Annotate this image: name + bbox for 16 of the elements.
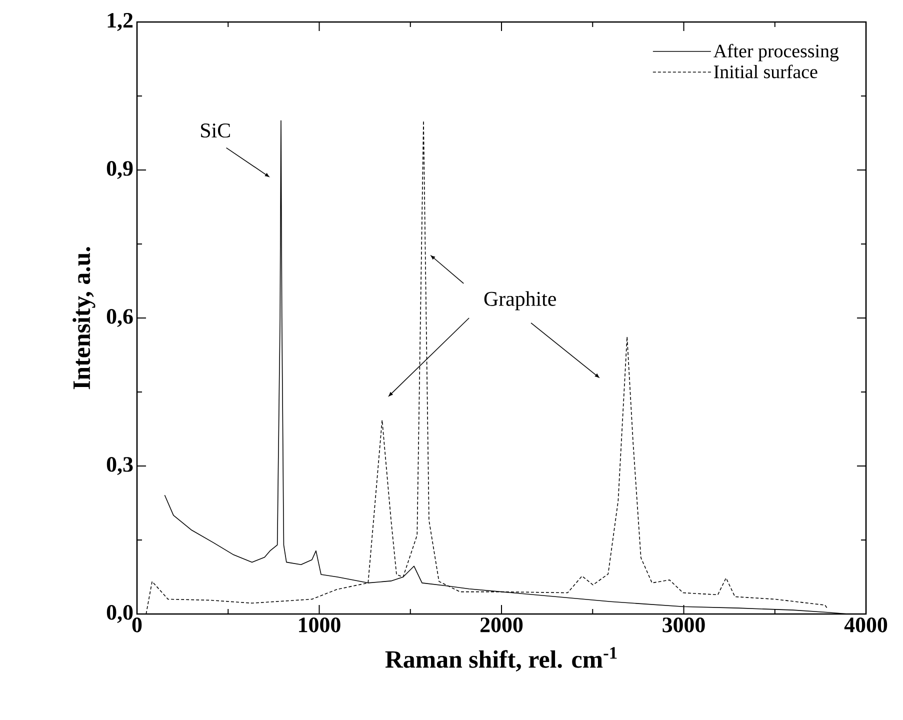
x-axis-title: Raman shift, rel. cm$^{-1}$ <box>385 647 617 672</box>
x-tick-label: 0 <box>132 618 142 632</box>
y-tick-label: 1,2 <box>108 13 133 31</box>
y-tick-label: 0,6 <box>106 309 133 327</box>
y-tick-label: 0,3 <box>106 457 133 475</box>
annotation: SiC <box>201 123 230 138</box>
y-tick-label: 0,9 <box>106 161 133 179</box>
x-tick-label: 4000 <box>844 618 888 632</box>
x-tick-label: 1000 <box>299 618 340 632</box>
y-axis-title: Intensity, a.u. <box>72 247 96 390</box>
x-tick-label: 2000 <box>480 618 523 632</box>
y-tick-label: 0,0 <box>106 605 133 623</box>
x-tick-label: 3000 <box>662 618 705 632</box>
annotation: Graphite <box>484 291 556 310</box>
legend-label: Initial surface <box>714 64 818 78</box>
legend-label: After processing <box>714 44 839 62</box>
